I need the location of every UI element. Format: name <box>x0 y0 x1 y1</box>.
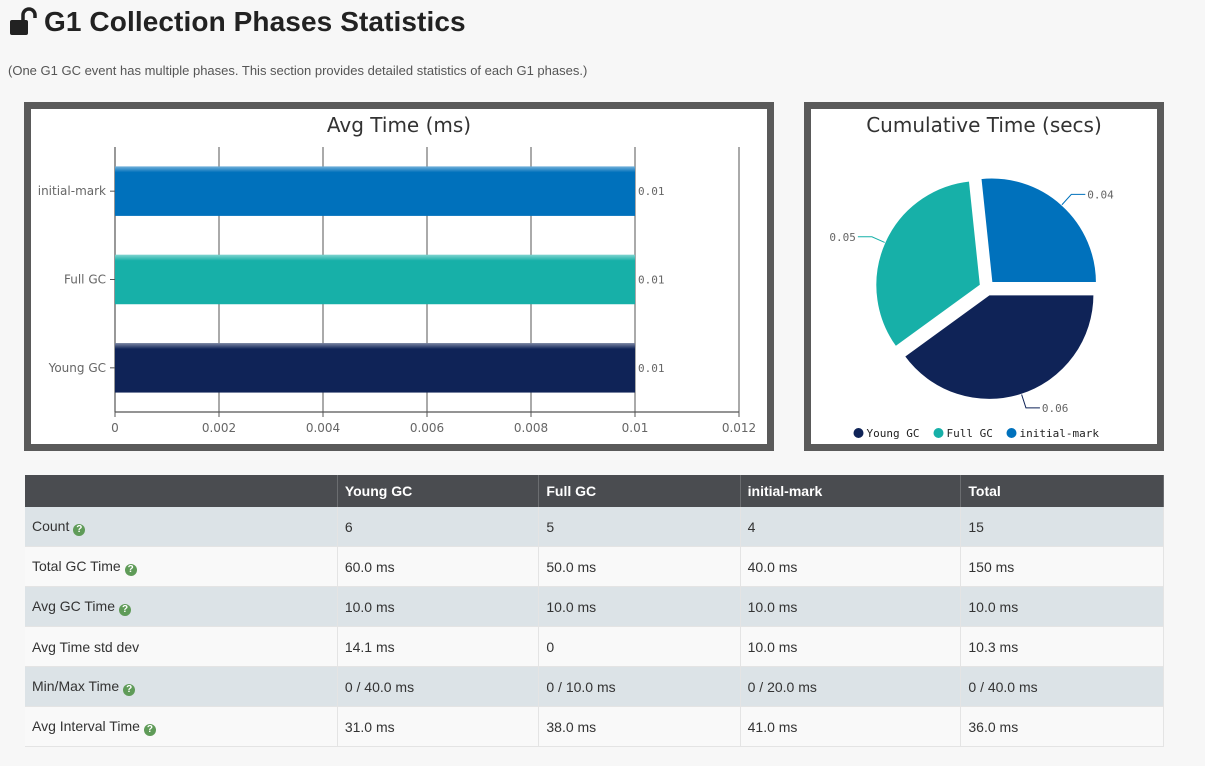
table-row: Avg Time std dev 14.1 ms 0 10.0 ms 10.3 ms <box>25 626 1164 667</box>
table-cell: 10.0 ms <box>740 626 962 667</box>
chart-title: Avg Time (ms) <box>327 113 471 137</box>
legend-item-full-gc: Full GC <box>947 427 993 440</box>
bar-highlight <box>115 166 635 216</box>
y-tick-label: Young GC <box>48 361 106 375</box>
column-header: Full GC <box>538 475 741 507</box>
avg-time-bar-chart: Avg Time (ms) 0 0.002 0.004 0.006 0.008 0.01 0.… <box>38 113 756 435</box>
table-cell: 10.3 ms <box>960 626 1164 667</box>
table-row: Total GC Time? 60.0 ms 50.0 ms 40.0 ms 150 m… <box>25 546 1164 587</box>
pie-label-connector <box>1061 193 1086 206</box>
column-header <box>25 475 338 507</box>
table-cell: 0 / 20.0 ms <box>740 666 962 707</box>
x-tick-label: 0.008 <box>514 421 548 435</box>
row-label: Avg Time std dev <box>32 638 140 655</box>
page-header: G1 Collection Phases Statistics <box>8 2 466 42</box>
y-tick-label: Full GC <box>64 273 106 287</box>
table-cell: 15 <box>960 507 1164 547</box>
x-tick-label: 0.01 <box>622 421 649 435</box>
row-label: Count <box>32 517 70 534</box>
pie-value-label: 0.06 <box>1042 402 1069 415</box>
cumulative-time-pie-chart: Cumulative Time (secs) 0.06 0.05 0.04 Young … <box>829 113 1114 440</box>
table-cell: 60.0 ms <box>337 546 540 587</box>
row-label: Avg GC Time <box>32 597 115 614</box>
row-label: Avg Interval Time <box>32 717 140 734</box>
table-cell: 36.0 ms <box>960 706 1164 747</box>
legend-marker <box>853 428 864 438</box>
table-cell: 31.0 ms <box>337 706 540 747</box>
pie-slice-initial-mark <box>979 177 1098 284</box>
cumulative-time-chart-panel: Cumulative Time (secs) 0.06 0.05 0.04 Young … <box>804 102 1164 451</box>
table-cell: 4 <box>740 507 962 547</box>
avg-time-chart-panel: Avg Time (ms) 0 0.002 0.004 0.006 0.008 0.01 0.… <box>24 102 774 451</box>
table-cell: 40.0 ms <box>740 546 962 587</box>
row-label-cell: Count? <box>25 507 338 547</box>
row-label-cell: Total GC Time? <box>25 546 338 587</box>
pie-slice-young-gc <box>903 293 1095 401</box>
row-label: Min/Max Time <box>32 677 120 694</box>
legend-item-young-gc: Young GC <box>867 427 920 440</box>
table-cell: 150 ms <box>960 546 1164 587</box>
pie-slice-full-gc <box>874 179 982 348</box>
page-title: G1 Collection Phases Statistics <box>44 6 466 37</box>
page-subtitle: (One G1 GC event has multiple phases. Th… <box>8 63 588 78</box>
table-row: Count? 6 5 4 15 <box>25 507 1164 547</box>
phases-stats-table: Young GC Full GC initial-mark Total Count? 6… <box>25 475 1164 747</box>
row-label: Total GC Time <box>32 557 121 574</box>
help-icon[interactable]: ? <box>124 563 137 576</box>
table-cell: 50.0 ms <box>538 546 741 587</box>
column-header: Young GC <box>337 475 540 507</box>
help-icon[interactable]: ? <box>119 603 131 616</box>
legend-marker <box>1006 428 1017 438</box>
table-cell: 5 <box>538 507 741 547</box>
bar-highlight <box>115 343 635 393</box>
row-label-cell: Avg Interval Time? <box>25 706 338 747</box>
chart-title: Cumulative Time (secs) <box>866 113 1102 137</box>
table-cell: 10.0 ms <box>740 586 962 627</box>
legend-marker <box>933 428 944 438</box>
x-tick-label: 0.006 <box>410 421 444 435</box>
column-header: initial-mark <box>740 475 962 507</box>
pie-value-label: 0.04 <box>1087 188 1114 201</box>
legend-item-initial-mark: initial-mark <box>1020 427 1100 440</box>
table-row: Avg Interval Time? 31.0 ms 38.0 ms 41.0 ms 3… <box>25 706 1164 747</box>
table-cell: 0 <box>538 626 741 667</box>
bar-value-label: 0.01 <box>638 362 665 375</box>
x-tick-label: 0.004 <box>306 421 340 435</box>
y-tick-label: initial-mark <box>38 184 106 198</box>
table-cell: 0 / 40.0 ms <box>337 666 540 707</box>
row-label-cell: Avg Time std dev <box>25 626 338 667</box>
table-cell: 38.0 ms <box>538 706 741 747</box>
x-tick-label: 0.002 <box>202 421 236 435</box>
help-icon[interactable]: ? <box>123 683 136 696</box>
table-row: Avg GC Time? 10.0 ms 10.0 ms 10.0 ms 10.0 ms <box>25 586 1164 627</box>
bar-value-label: 0.01 <box>638 274 665 287</box>
bar-highlight <box>115 254 635 305</box>
help-icon[interactable]: ? <box>143 723 156 736</box>
bar-value-label: 0.01 <box>638 185 665 198</box>
row-label-cell: Avg GC Time? <box>25 586 338 627</box>
column-header: Total <box>960 475 1164 507</box>
table-cell: 0 / 40.0 ms <box>960 666 1164 707</box>
table-header-row: Young GC Full GC initial-mark Total <box>25 475 1164 507</box>
table-cell: 41.0 ms <box>740 706 962 747</box>
table-cell: 14.1 ms <box>337 626 540 667</box>
table-cell: 10.0 ms <box>960 586 1164 627</box>
pie-label-connector <box>857 236 885 243</box>
row-label-cell: Min/Max Time? <box>25 666 338 707</box>
x-tick-label: 0 <box>111 421 119 435</box>
table-cell: 0 / 10.0 ms <box>538 666 741 707</box>
table-cell: 10.0 ms <box>337 586 540 627</box>
table-cell: 6 <box>337 507 540 547</box>
pie-value-label: 0.05 <box>829 231 856 244</box>
pie-label-connector <box>1021 394 1040 409</box>
help-icon[interactable]: ? <box>73 523 86 536</box>
unlocked-padlock-icon <box>10 7 37 35</box>
table-cell: 10.0 ms <box>538 586 741 627</box>
x-tick-label: 0.012 <box>722 421 756 435</box>
table-row: Min/Max Time? 0 / 40.0 ms 0 / 10.0 ms 0 / 2… <box>25 666 1164 707</box>
